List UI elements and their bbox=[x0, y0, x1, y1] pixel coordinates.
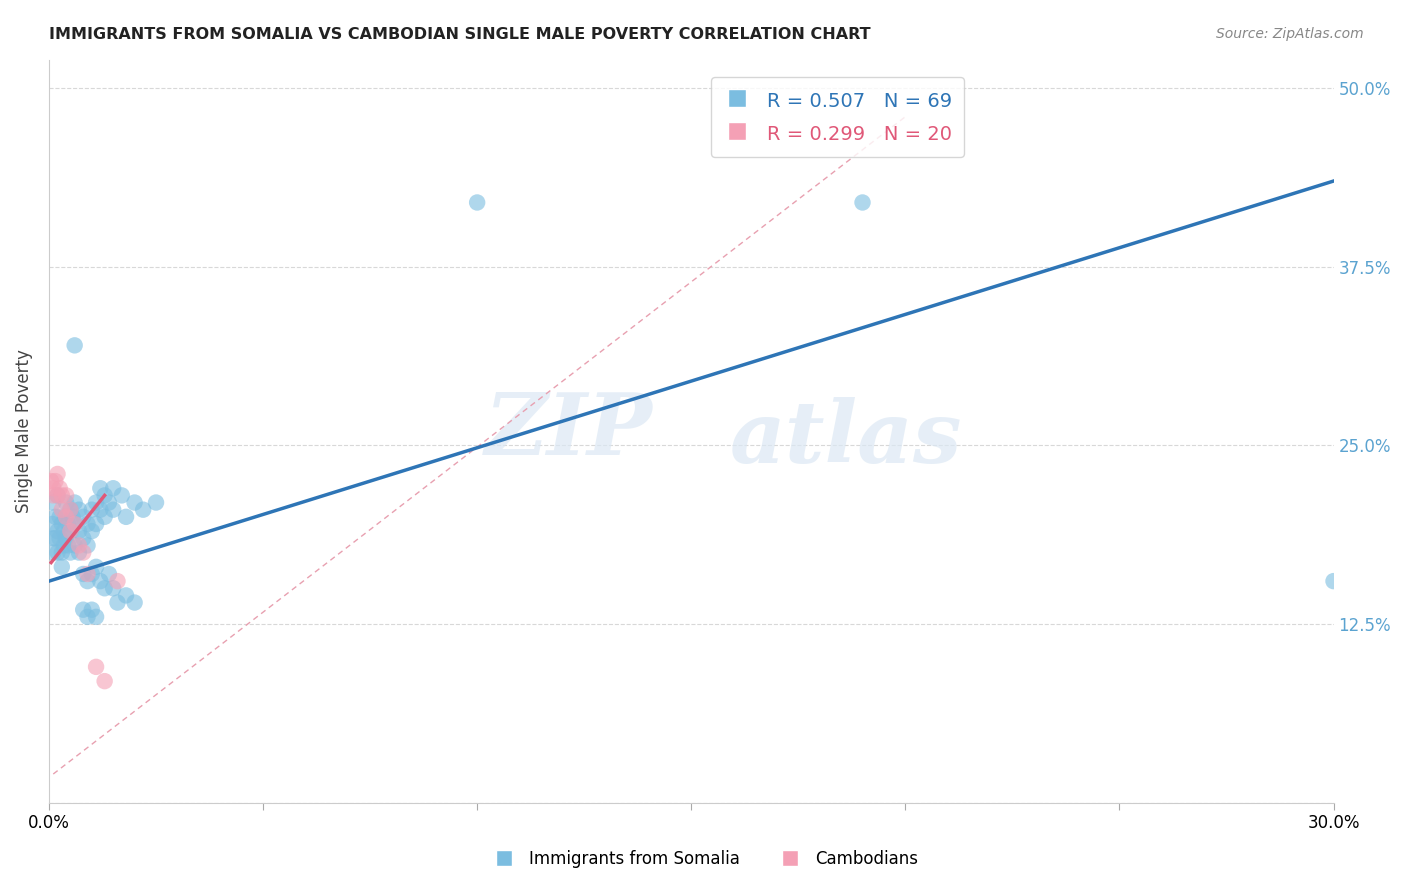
Point bbox=[63, 495, 86, 509]
Point bbox=[63, 516, 86, 531]
Point bbox=[48, 481, 70, 495]
Point bbox=[48, 509, 70, 524]
Point bbox=[80, 524, 103, 538]
Point bbox=[84, 559, 107, 574]
Point bbox=[42, 545, 65, 559]
Point bbox=[59, 524, 82, 538]
Point bbox=[132, 502, 155, 516]
Point bbox=[51, 488, 73, 502]
Point bbox=[67, 538, 90, 552]
Point bbox=[76, 574, 98, 588]
Point bbox=[465, 195, 488, 210]
Point bbox=[72, 509, 94, 524]
Point bbox=[63, 538, 86, 552]
Point bbox=[52, 538, 75, 552]
Point bbox=[52, 524, 75, 538]
Point bbox=[103, 481, 125, 495]
Point bbox=[97, 495, 120, 509]
Point bbox=[55, 509, 77, 524]
Point bbox=[59, 502, 82, 516]
Point bbox=[51, 559, 73, 574]
Point bbox=[84, 610, 107, 624]
Point bbox=[115, 509, 138, 524]
Point bbox=[80, 502, 103, 516]
Point bbox=[48, 531, 70, 545]
Point bbox=[63, 338, 86, 352]
Point bbox=[46, 488, 69, 502]
Point bbox=[51, 502, 73, 516]
Point bbox=[42, 488, 65, 502]
Point bbox=[67, 545, 90, 559]
Point bbox=[55, 488, 77, 502]
Text: IMMIGRANTS FROM SOMALIA VS CAMBODIAN SINGLE MALE POVERTY CORRELATION CHART: IMMIGRANTS FROM SOMALIA VS CAMBODIAN SIN… bbox=[49, 27, 870, 42]
Point bbox=[46, 545, 69, 559]
Point bbox=[93, 488, 115, 502]
Point bbox=[55, 531, 77, 545]
Point bbox=[124, 495, 146, 509]
Point bbox=[59, 524, 82, 538]
Point bbox=[72, 566, 94, 581]
Point bbox=[55, 509, 77, 524]
Y-axis label: Single Male Poverty: Single Male Poverty bbox=[15, 349, 32, 513]
Point bbox=[107, 596, 129, 610]
Point bbox=[124, 596, 146, 610]
Point bbox=[97, 566, 120, 581]
Point bbox=[46, 467, 69, 481]
Point bbox=[67, 502, 90, 516]
Point bbox=[1322, 574, 1344, 588]
Point bbox=[59, 545, 82, 559]
Point bbox=[44, 474, 66, 488]
Point bbox=[107, 574, 129, 588]
Point bbox=[46, 488, 69, 502]
Point bbox=[63, 516, 86, 531]
Point bbox=[89, 502, 111, 516]
Point bbox=[67, 524, 90, 538]
Point bbox=[93, 581, 115, 595]
Point bbox=[80, 603, 103, 617]
Point bbox=[103, 581, 125, 595]
Point bbox=[39, 474, 62, 488]
Point bbox=[76, 516, 98, 531]
Text: ZIP: ZIP bbox=[485, 389, 652, 473]
Legend: Immigrants from Somalia, Cambodians: Immigrants from Somalia, Cambodians bbox=[481, 844, 925, 875]
Point bbox=[145, 495, 167, 509]
Legend: R = 0.507   N = 69, R = 0.299   N = 20: R = 0.507 N = 69, R = 0.299 N = 20 bbox=[711, 77, 965, 157]
Point bbox=[72, 531, 94, 545]
Point bbox=[62, 509, 84, 524]
Point bbox=[76, 538, 98, 552]
Point bbox=[51, 516, 73, 531]
Point bbox=[42, 531, 65, 545]
Point bbox=[44, 509, 66, 524]
Point bbox=[93, 509, 115, 524]
Point bbox=[111, 488, 134, 502]
Point bbox=[89, 481, 111, 495]
Text: atlas: atlas bbox=[730, 397, 962, 480]
Point bbox=[58, 516, 80, 531]
Point bbox=[76, 610, 98, 624]
Point bbox=[93, 674, 115, 689]
Point bbox=[44, 531, 66, 545]
Point bbox=[42, 495, 65, 509]
Point bbox=[84, 660, 107, 674]
Point bbox=[84, 516, 107, 531]
Point bbox=[84, 495, 107, 509]
Point bbox=[851, 195, 873, 210]
Point bbox=[58, 538, 80, 552]
Point bbox=[103, 502, 125, 516]
Point bbox=[115, 589, 138, 603]
Point bbox=[59, 502, 82, 516]
Point bbox=[89, 574, 111, 588]
Point bbox=[72, 603, 94, 617]
Point bbox=[46, 524, 69, 538]
Point bbox=[51, 545, 73, 559]
Text: Source: ZipAtlas.com: Source: ZipAtlas.com bbox=[1216, 27, 1364, 41]
Point bbox=[55, 495, 77, 509]
Point bbox=[76, 566, 98, 581]
Point bbox=[41, 516, 63, 531]
Point bbox=[80, 566, 103, 581]
Point bbox=[42, 481, 65, 495]
Point bbox=[72, 545, 94, 559]
